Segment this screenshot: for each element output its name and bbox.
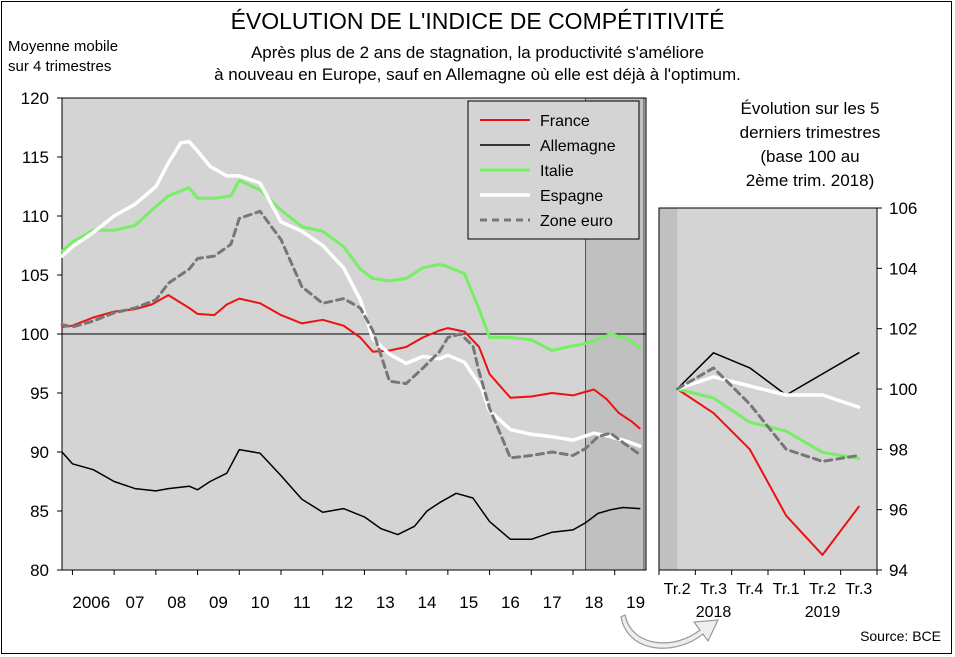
x-tick-label: 13 (376, 593, 395, 612)
series-line-espagne (60, 139, 642, 448)
inset-y-tick-label: 104 (889, 259, 917, 278)
y-tick-label: 100 (21, 325, 49, 344)
legend-label-allemagne: Allemagne (540, 138, 616, 155)
x-tick-label: 14 (418, 593, 437, 612)
inset-year-label: 2019 (805, 604, 841, 621)
inset-series-line-allemagne (676, 352, 860, 396)
inset-title-line-2: derniers trimestres (739, 123, 881, 142)
inset-y-tick-label: 98 (889, 440, 908, 459)
inset-series-line-france (676, 388, 860, 556)
inset-x-tick-label: Tr.3 (700, 581, 727, 598)
x-tick-label: 09 (209, 593, 228, 612)
legend-label-france: France (540, 113, 590, 130)
chart-subtitle: Après plus de 2 ans de stagnation, la pr… (0, 42, 955, 86)
x-tick-label: 2006 (72, 593, 110, 612)
y-tick-label: 80 (30, 561, 49, 580)
y-tick-label: 85 (30, 502, 49, 521)
y-tick-label: 90 (30, 443, 49, 462)
inset-title-line-4: 2ème trim. 2018) (745, 171, 875, 190)
inset-shaded-base-quarter (659, 208, 678, 570)
inset-y-tick-label: 102 (889, 320, 917, 339)
x-tick-label: 10 (251, 593, 270, 612)
y-tick-label: 115 (22, 148, 49, 167)
y-tick-label: 105 (21, 266, 49, 285)
inset-x-tick-label: Tr.1 (773, 581, 800, 598)
legend-label-italie: Italie (540, 163, 574, 180)
chart-title: ÉVOLUTION DE L'INDICE DE COMPÉTITIVITÉ (230, 8, 725, 34)
curved-arrow-icon (620, 614, 719, 649)
inset-title-line-1: Évolution sur les 5 (740, 99, 880, 118)
inset-title-line-3: (base 100 au (760, 147, 860, 166)
series-line-france (61, 294, 641, 430)
series-line-zone-euro (60, 209, 642, 460)
inset-x-tick-label: Tr.2 (809, 581, 836, 598)
x-tick-label: 18 (584, 593, 603, 612)
x-tick-label: 11 (293, 593, 311, 612)
inset-year-label: 2018 (696, 604, 732, 621)
x-tick-label: 12 (334, 593, 353, 612)
subtitle-line-1: Après plus de 2 ans de stagnation, la pr… (250, 43, 705, 62)
y-tick-label: 95 (30, 384, 49, 403)
inset-series-line-espagne (675, 375, 861, 409)
x-tick-label: 16 (501, 593, 520, 612)
x-tick-label: 19 (626, 593, 645, 612)
inset-y-tick-label: 94 (889, 561, 908, 580)
legend-label-zone-euro: Zone euro (540, 213, 613, 230)
series-line-italie (60, 179, 642, 352)
inset-y-tick-label: 96 (889, 501, 908, 520)
y-axis-label-line-2: sur 4 trimestres (8, 58, 112, 75)
inset-series-line-zone-euro (675, 366, 861, 463)
inset-y-tick-label: 100 (889, 380, 917, 399)
inset-title: Évolution sur les 5 derniers trimestres … (660, 97, 955, 193)
inset-x-tick-label: Tr.4 (736, 581, 763, 598)
y-axis-label: Moyenne mobile sur 4 trimestres (8, 37, 118, 77)
legend-label-espagne: Espagne (540, 188, 603, 205)
inset-y-tick-label: 106 (889, 199, 917, 218)
source-note: Source: BCE (860, 628, 941, 644)
inset-x-tick-label: Tr.3 (845, 581, 872, 598)
x-tick-label: 07 (126, 593, 145, 612)
series-line-allemagne (61, 448, 641, 541)
y-tick-label: 110 (22, 207, 49, 226)
inset-x-tick-label: Tr.2 (664, 581, 691, 598)
x-tick-label: 15 (459, 593, 478, 612)
x-tick-label: 08 (167, 593, 186, 612)
y-axis-label-line-1: Moyenne mobile (8, 38, 119, 55)
y-tick-label: 120 (21, 89, 49, 108)
subtitle-line-2: à nouveau en Europe, sauf en Allemagne o… (214, 65, 741, 84)
x-tick-label: 17 (543, 593, 562, 612)
